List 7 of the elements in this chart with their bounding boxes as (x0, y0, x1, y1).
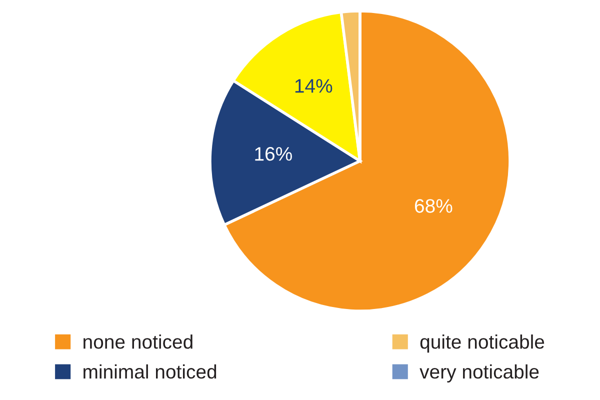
legend-label: quite noticable (420, 334, 544, 353)
data-label: 16% (255, 146, 292, 161)
legend-label: none noticed (84, 334, 192, 349)
legend-label: very noticable (420, 364, 539, 382)
legend-label: minimal noticed (84, 364, 216, 379)
data-label: 14% (295, 79, 332, 93)
data-label: 68% (414, 199, 452, 213)
